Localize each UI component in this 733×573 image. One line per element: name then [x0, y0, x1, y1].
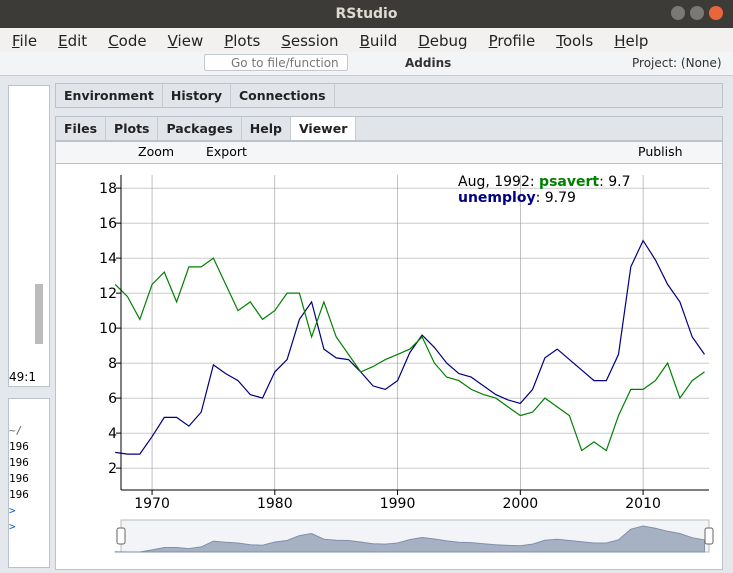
addins-button[interactable]: Addins	[405, 56, 452, 70]
legend-line: Aug, 1992: psavert: 9.7	[458, 174, 631, 190]
tab[interactable]: Help	[242, 117, 291, 140]
series-line	[114, 257, 705, 452]
menu-item[interactable]: Debug	[418, 32, 468, 50]
menu-item[interactable]: Tools	[556, 32, 594, 50]
range-selector-plot	[114, 525, 706, 553]
viewer-pane	[55, 163, 723, 570]
legend-value: 9.7	[608, 174, 630, 190]
range-handle[interactable]	[704, 527, 714, 545]
menu-item[interactable]: Build	[359, 32, 398, 50]
menu-item[interactable]: Edit	[58, 32, 88, 50]
legend-date: Aug, 1992	[458, 174, 530, 190]
cursor-position: 49:1	[9, 370, 36, 384]
tab[interactable]: Files	[56, 117, 107, 140]
window-controls	[671, 6, 723, 20]
tab[interactable]: Viewer	[290, 117, 357, 140]
menu-item[interactable]: View	[167, 32, 204, 50]
minimize[interactable]	[671, 6, 685, 20]
console-line: 196	[9, 440, 29, 453]
x-tick-label: 1970	[134, 496, 170, 512]
tab[interactable]: History	[163, 84, 231, 107]
y-tick-label: 16	[99, 216, 117, 232]
menu-bar: File Edit Code View Plots Session Build Debug Pr…	[0, 28, 733, 52]
legend-name: psavert	[539, 174, 599, 190]
tab[interactable]: Connections	[231, 84, 335, 107]
legend-name: unemploy	[458, 190, 536, 206]
series-line	[115, 239, 705, 455]
export-button[interactable]: Export	[206, 144, 247, 159]
tab[interactable]: Packages	[158, 117, 242, 140]
console-line: 196	[9, 488, 29, 501]
toolbar: Go to file/function Addins Project: (Non…	[0, 52, 733, 76]
y-tick-label: 6	[108, 391, 117, 407]
goto-input[interactable]: Go to file/function	[204, 54, 348, 71]
y-tick-label: 4	[108, 426, 117, 442]
close[interactable]	[709, 6, 723, 20]
console-prompt: >	[9, 520, 16, 533]
x-tick-label: 2000	[503, 496, 539, 512]
y-tick-label: 10	[99, 321, 117, 337]
y-tick-label: 8	[108, 356, 117, 372]
y-tick-label: 18	[99, 181, 117, 197]
legend-value: 9.79	[545, 190, 576, 206]
project-button[interactable]: Project: (None)	[632, 56, 722, 70]
tab[interactable]: Plots	[106, 117, 159, 140]
tab[interactable]: Environment	[56, 84, 163, 107]
maximize[interactable]	[690, 6, 704, 20]
menu-item[interactable]: Profile	[488, 32, 536, 50]
menu-item[interactable]: Plots	[224, 32, 261, 50]
source-pane: 49:1	[8, 85, 50, 387]
top-tabs: Environment History Connections	[55, 83, 723, 108]
legend-line: unemploy: 9.79	[458, 190, 576, 206]
y-tick-label: 12	[99, 286, 117, 302]
console-line: 196	[9, 472, 29, 485]
window-title: RStudio	[0, 0, 733, 28]
console-lines: 196 196 196 196 > >	[9, 439, 49, 535]
publish-button[interactable]: Publish	[638, 144, 683, 159]
y-tick-label: 14	[99, 251, 117, 267]
menu-item[interactable]: Session	[281, 32, 339, 50]
console-line: 196	[9, 456, 29, 469]
zoom-button[interactable]: Zoom	[138, 144, 175, 159]
menu-item[interactable]: File	[12, 32, 38, 50]
console-dir: ~/	[9, 424, 23, 437]
x-tick-label: 1990	[380, 496, 416, 512]
bottom-tabs: Files Plots Packages Help Viewer	[55, 116, 723, 141]
console-pane: ~/ 196 196 196 196 > >	[8, 398, 50, 568]
y-tick-label: 2	[108, 461, 117, 477]
menu-item[interactable]: Code	[108, 32, 147, 50]
range-handle[interactable]	[116, 527, 126, 545]
scrollbar	[35, 284, 43, 344]
x-tick-label: 2010	[625, 496, 661, 512]
x-tick-label: 1980	[257, 496, 293, 512]
console-prompt: >	[9, 504, 16, 517]
menu-item[interactable]: Help	[614, 32, 649, 50]
